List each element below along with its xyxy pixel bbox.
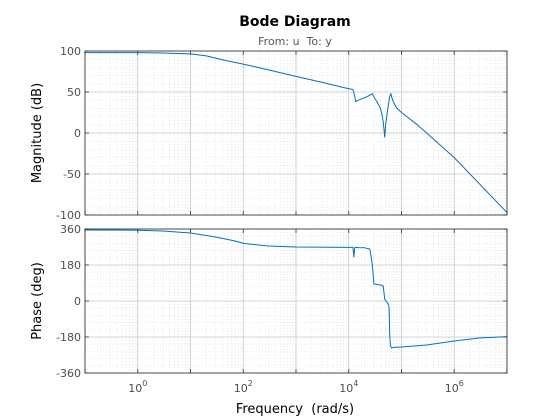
phase-y-tick-label: -180 xyxy=(56,331,81,344)
x-tick-label: 104 xyxy=(339,379,358,395)
magnitude-ylabel: Magnitude (dB) xyxy=(30,83,45,183)
magnitude-panel: 100 50 0 -50 -100 xyxy=(56,45,508,222)
x-tick-label: 100 xyxy=(128,379,147,395)
magnitude-y-tick-label: 50 xyxy=(67,86,81,99)
x-tick-label: 106 xyxy=(445,379,464,395)
phase-y-tick-label: 180 xyxy=(60,259,81,272)
phase-ylabel: Phase (deg) xyxy=(30,262,45,340)
magnitude-y-tick-label: -100 xyxy=(56,209,81,222)
phase-y-tick-label: -360 xyxy=(56,367,81,380)
magnitude-y-tick-label: -50 xyxy=(63,168,81,181)
phase-series-line xyxy=(84,229,508,349)
magnitude-y-tick-label: 0 xyxy=(74,127,81,140)
chart-subtitle: From: u To: y xyxy=(258,35,332,48)
chart-title: Bode Diagram xyxy=(239,14,351,30)
phase-axes-box xyxy=(84,228,508,374)
magnitude-series-line xyxy=(85,52,508,213)
magnitude-y-tick-label: 100 xyxy=(60,45,81,58)
phase-y-tick-label: 0 xyxy=(74,295,81,308)
phase-panel: 360 180 0 -180 -360 xyxy=(56,223,508,380)
x-tick-label: 102 xyxy=(234,379,253,395)
magnitude-axes-box xyxy=(84,50,508,216)
x-axis-label: Frequency (rad/s) xyxy=(236,402,354,417)
phase-y-tick-label: 360 xyxy=(60,223,81,236)
